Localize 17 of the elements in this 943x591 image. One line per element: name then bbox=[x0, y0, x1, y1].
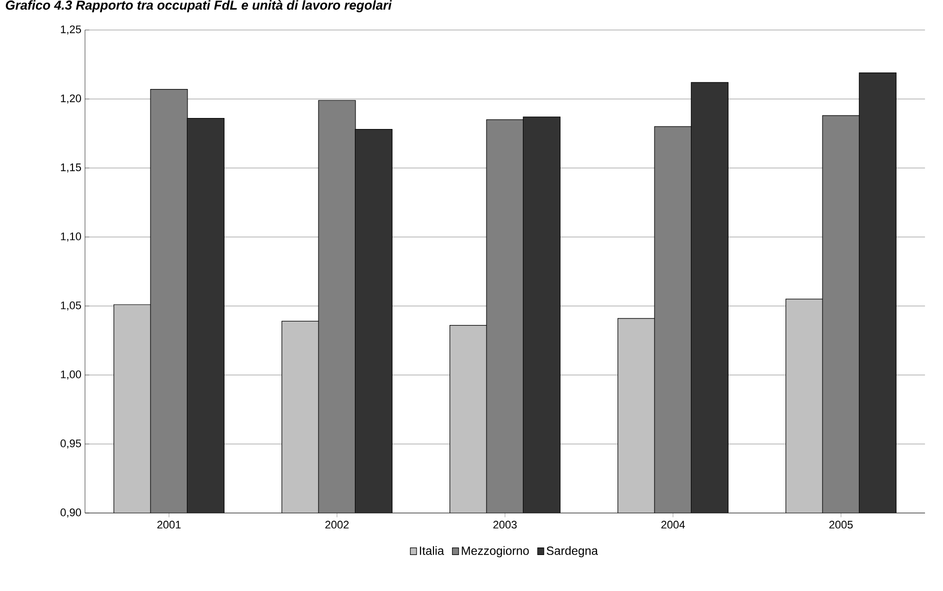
x-tick-label: 2003 bbox=[493, 520, 517, 529]
y-tick-label: 0,95 bbox=[60, 439, 82, 449]
y-tick-label: 0,90 bbox=[60, 508, 82, 518]
legend-label: Mezzogiorno bbox=[462, 546, 529, 558]
legend-label: Italia bbox=[420, 546, 444, 555]
y-tick-label: 1,15 bbox=[60, 164, 82, 172]
y-tick-label: 1,00 bbox=[60, 370, 82, 380]
y-tick-label: 1,20 bbox=[60, 94, 82, 104]
x-tick-label: 2001 bbox=[157, 520, 181, 529]
y-tick-label: 1,10 bbox=[60, 232, 82, 242]
x-tick-label: 2004 bbox=[661, 520, 685, 529]
x-tick-label: 2002 bbox=[325, 520, 349, 529]
y-tick-label: 1,25 bbox=[60, 25, 82, 35]
chart-title: Grafico 4.3 Rapporto tra occupati FdL e unità di lavoro regolari bbox=[6, 0, 392, 12]
legend-label: Sardegna bbox=[546, 546, 598, 558]
x-tick-label: 2005 bbox=[829, 520, 853, 529]
y-tick-label: 1,05 bbox=[60, 301, 82, 311]
